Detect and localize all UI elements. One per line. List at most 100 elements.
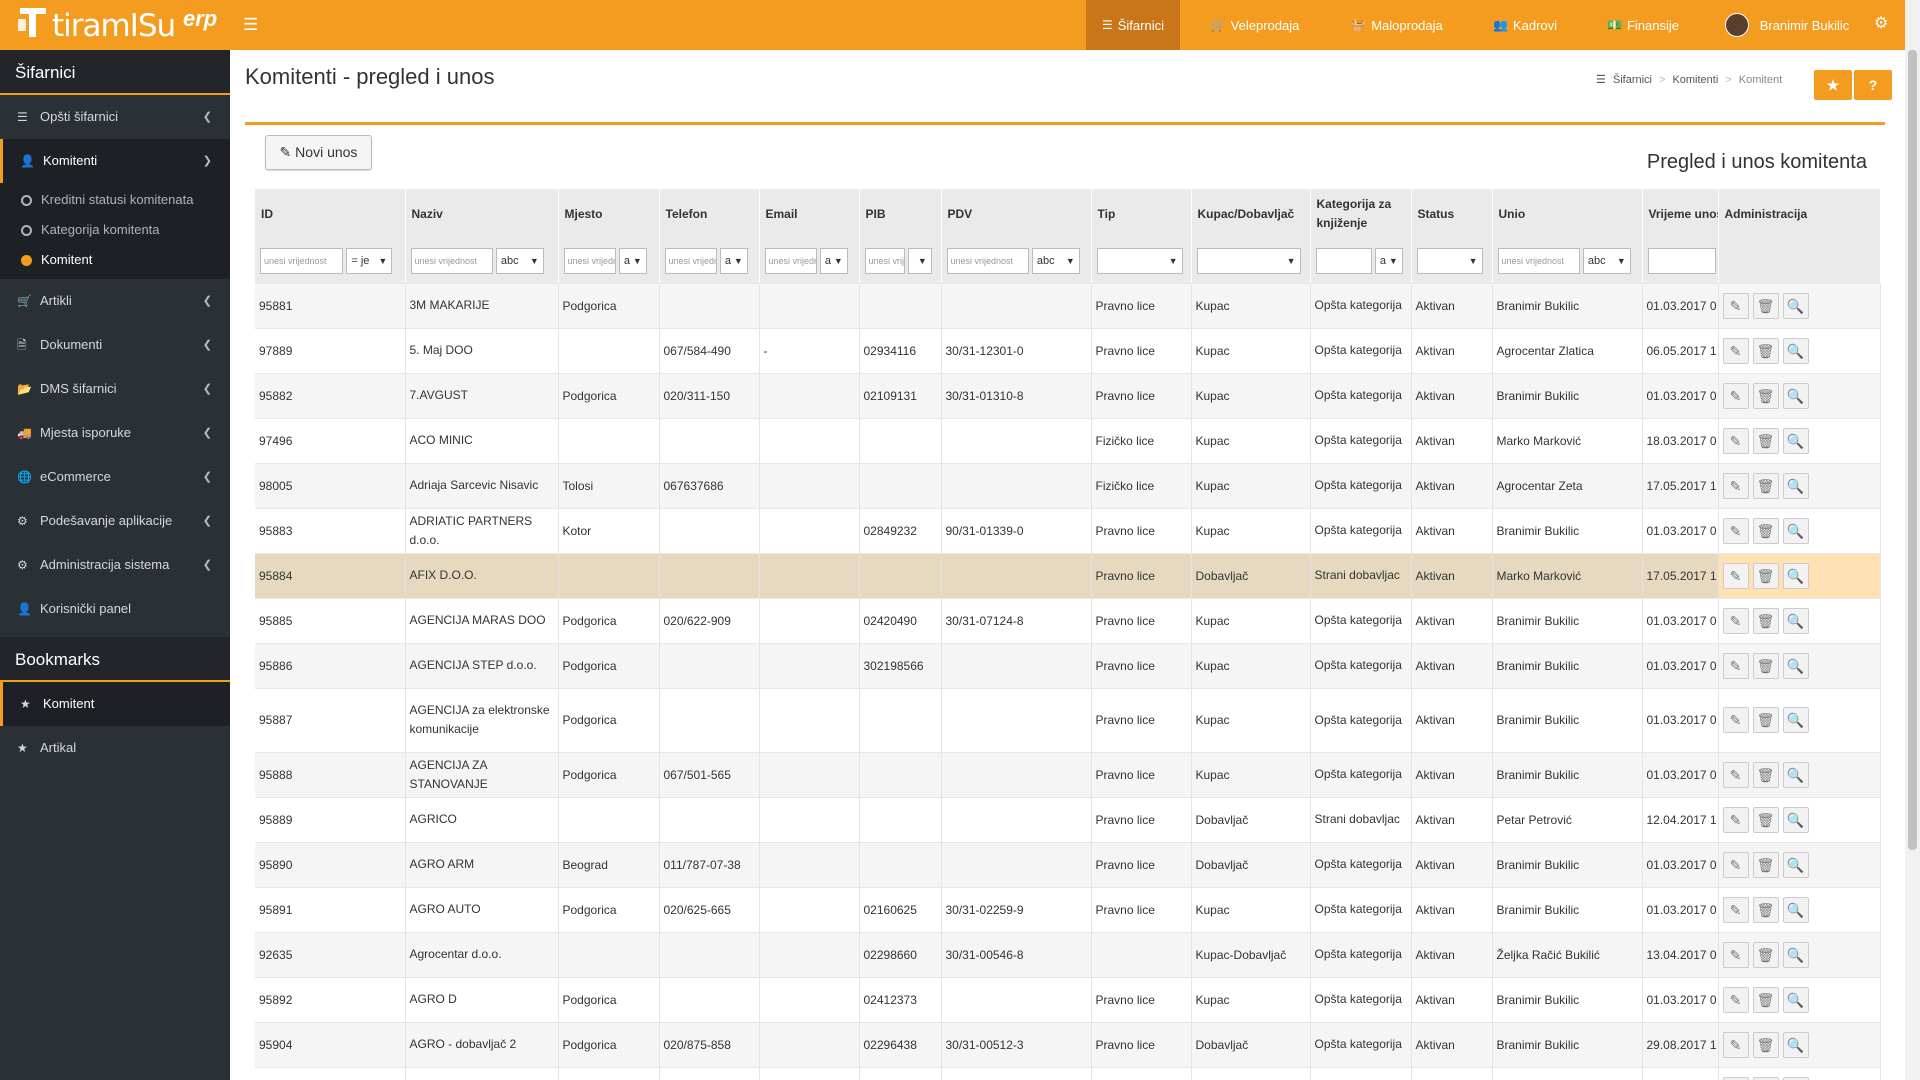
sidebar-item-artikli[interactable]: 🛒 Artikli ❮ bbox=[0, 279, 230, 323]
sidebar-subitem-kreditni-statusi[interactable]: Kreditni statusi komitenata bbox=[0, 185, 230, 215]
table-row[interactable]: 95883 ADRIATIC PARTNERS d.o.o. Kotor 028492… bbox=[255, 508, 1881, 554]
edit-button[interactable]: ✎ bbox=[1722, 652, 1749, 679]
edit-button[interactable]: ✎ bbox=[1722, 517, 1749, 544]
delete-button[interactable]: 🗑 bbox=[1752, 896, 1779, 923]
view-button[interactable]: 🔍 bbox=[1782, 707, 1809, 733]
sidebar-item-ecommerce[interactable]: 🌐 eCommerce ❮ bbox=[0, 455, 230, 499]
view-button[interactable]: 🔍 bbox=[1782, 896, 1809, 923]
filter-operator-select[interactable]: ▼ bbox=[907, 247, 932, 274]
view-button[interactable]: 🔍 bbox=[1782, 652, 1809, 679]
filter-input-mjesto[interactable]: unesi vrijednost bbox=[563, 247, 616, 274]
view-button[interactable]: 🔍 bbox=[1782, 382, 1809, 409]
column-header[interactable]: Naziv bbox=[405, 189, 559, 239]
table-row[interactable]: 98005 Adriaja Sarcevic Nisavic Tolosi 06763… bbox=[255, 463, 1881, 509]
table-row[interactable]: 95893AGROFARMAUlcinj030/412-024 Pravno li… bbox=[255, 1067, 1881, 1080]
table-row[interactable]: 92635 Agrocentar d.o.o. 02298660 30/31-0054… bbox=[255, 932, 1881, 978]
column-header[interactable]: Telefon bbox=[659, 189, 760, 239]
delete-button[interactable]: 🗑 bbox=[1752, 562, 1779, 589]
table-row[interactable]: 95892 AGRO D Podgorica 02412373 Pravno lice K… bbox=[255, 977, 1881, 1023]
view-button[interactable]: 🔍 bbox=[1782, 806, 1809, 833]
edit-button[interactable]: ✎ bbox=[1722, 292, 1749, 319]
table-row[interactable]: 95882 7.AVGUST Podgorica 020/311-150 0210913… bbox=[255, 373, 1881, 419]
edit-button[interactable]: ✎ bbox=[1722, 941, 1749, 968]
edit-button[interactable]: ✎ bbox=[1722, 562, 1749, 589]
edit-button[interactable]: ✎ bbox=[1722, 1031, 1749, 1058]
column-header[interactable]: Status bbox=[1411, 189, 1493, 239]
sidebar-item-administracija[interactable]: ⚙ Administracija sistema ❮ bbox=[0, 543, 230, 587]
topnav-sifarnici[interactable]: ☰ Šifarnici bbox=[1086, 0, 1180, 50]
delete-button[interactable]: 🗑 bbox=[1752, 851, 1779, 878]
edit-button[interactable]: ✎ bbox=[1722, 806, 1749, 833]
table-row[interactable]: 95887 AGENCIJA za elektronske komunikacij… bbox=[255, 688, 1881, 753]
view-button[interactable]: 🔍 bbox=[1782, 427, 1809, 454]
view-button[interactable]: 🔍 bbox=[1782, 607, 1809, 634]
column-header[interactable]: Kupac/Dobavljač bbox=[1191, 189, 1311, 239]
delete-button[interactable]: 🗑 bbox=[1752, 607, 1779, 634]
topnav-veleprodaja[interactable]: 🛒 Veleprodaja bbox=[1210, 17, 1300, 33]
table-row[interactable]: 95890 AGRO ARM Beograd 011/787-07-38 Pravno … bbox=[255, 842, 1881, 888]
column-header[interactable]: Unio bbox=[1492, 189, 1643, 239]
delete-button[interactable]: 🗑 bbox=[1752, 472, 1779, 499]
bookmark-artikal[interactable]: ★ Artikal bbox=[0, 726, 230, 770]
page-scrollbar[interactable] bbox=[1905, 0, 1920, 1080]
edit-button[interactable]: ✎ bbox=[1722, 382, 1749, 409]
column-header[interactable]: Vrijeme unosa bbox=[1642, 189, 1719, 239]
filter-operator-select[interactable]: a ▼ bbox=[618, 247, 647, 274]
table-row[interactable]: 95885 AGENCIJA MARAS DOO Podgorica 020/622-… bbox=[255, 598, 1881, 644]
delete-button[interactable]: 🗑 bbox=[1752, 382, 1779, 409]
filter-input-vrijeme[interactable] bbox=[1647, 247, 1716, 274]
view-button[interactable]: 🔍 bbox=[1782, 941, 1809, 968]
sidebar-item-komitenti[interactable]: 👤 Komitenti ❯ bbox=[0, 139, 230, 183]
column-header[interactable]: Mjesto bbox=[558, 189, 660, 239]
delete-button[interactable]: 🗑 bbox=[1752, 941, 1779, 968]
edit-button[interactable]: ✎ bbox=[1722, 761, 1749, 788]
breadcrumb-item[interactable]: Komitenti bbox=[1672, 73, 1719, 86]
delete-button[interactable]: 🗑 bbox=[1752, 806, 1779, 833]
delete-button[interactable]: 🗑 bbox=[1752, 517, 1779, 544]
filter-select-status[interactable]: ▼ bbox=[1416, 247, 1483, 274]
view-button[interactable]: 🔍 bbox=[1782, 472, 1809, 499]
delete-button[interactable]: 🗑 bbox=[1752, 292, 1779, 319]
filter-input-unio[interactable]: unesi vrijednost bbox=[1497, 247, 1580, 274]
topnav-finansije[interactable]: 💵 Finansije bbox=[1607, 17, 1679, 33]
delete-button[interactable]: 🗑 bbox=[1752, 337, 1779, 364]
filter-input-email[interactable]: unesi vrijednost bbox=[764, 247, 817, 274]
delete-button[interactable]: 🗑 bbox=[1752, 761, 1779, 788]
view-button[interactable]: 🔍 bbox=[1782, 1031, 1809, 1058]
gear-icon[interactable]: ⚙ bbox=[1874, 15, 1889, 32]
column-header[interactable]: ID bbox=[255, 189, 406, 239]
table-row[interactable]: 97889 5. Maj DOO 067/584-490-02934116 30/31… bbox=[255, 328, 1881, 374]
filter-select-tip[interactable]: ▼ bbox=[1096, 247, 1183, 274]
delete-button[interactable]: 🗑 bbox=[1752, 707, 1779, 733]
edit-button[interactable]: ✎ bbox=[1722, 472, 1749, 499]
filter-input-pdv[interactable]: unesi vrijednost bbox=[946, 247, 1029, 274]
bookmark-komitent[interactable]: ★ Komitent bbox=[0, 682, 230, 726]
column-header[interactable]: PIB bbox=[859, 189, 942, 239]
view-button[interactable]: 🔍 bbox=[1782, 337, 1809, 364]
delete-button[interactable]: 🗑 bbox=[1752, 427, 1779, 454]
view-button[interactable]: 🔍 bbox=[1782, 517, 1809, 544]
view-button[interactable]: 🔍 bbox=[1782, 761, 1809, 788]
view-button[interactable]: 🔍 bbox=[1782, 562, 1809, 589]
edit-button[interactable]: ✎ bbox=[1722, 896, 1749, 923]
new-entry-button[interactable]: ✎ Novi unos bbox=[265, 135, 372, 170]
table-row[interactable]: 95886 AGENCIJA STEP d.o.o. Podgorica 302198… bbox=[255, 643, 1881, 689]
sidebar-item-korisnicki-panel[interactable]: 👤 Korisnički panel bbox=[0, 587, 230, 631]
app-logo[interactable]: tiramISu erp bbox=[0, 0, 230, 50]
sidebar-item-podesavanje[interactable]: ⚙ Podešavanje aplikacije ❮ bbox=[0, 499, 230, 543]
table-row[interactable]: 95904 AGRO - dobavljač 2 Podgorica 020/875-… bbox=[255, 1022, 1881, 1068]
view-button[interactable]: 🔍 bbox=[1782, 851, 1809, 878]
edit-button[interactable]: ✎ bbox=[1722, 986, 1749, 1013]
edit-button[interactable]: ✎ bbox=[1722, 607, 1749, 634]
sidebar-item-dokumenti[interactable]: 🗎 Dokumenti ❮ bbox=[0, 323, 230, 367]
filter-operator-select[interactable]: a ▼ bbox=[1374, 247, 1403, 274]
delete-button[interactable]: 🗑 bbox=[1752, 652, 1779, 679]
delete-button[interactable]: 🗑 bbox=[1752, 986, 1779, 1013]
filter-input-id[interactable]: unesi vrijednost bbox=[260, 247, 343, 274]
table-row[interactable]: 95888 AGENCIJA ZA STANOVANJE Podgorica 067/… bbox=[255, 752, 1881, 798]
filter-operator-select[interactable]: abc ▼ bbox=[1031, 247, 1080, 274]
sidebar-subitem-komitent[interactable]: Komitent bbox=[0, 245, 230, 275]
filter-select-kupac-dobavljac[interactable]: ▼ bbox=[1196, 247, 1301, 274]
user-menu[interactable]: Branimir Bukilic bbox=[1712, 0, 1862, 50]
edit-button[interactable]: ✎ bbox=[1722, 427, 1749, 454]
